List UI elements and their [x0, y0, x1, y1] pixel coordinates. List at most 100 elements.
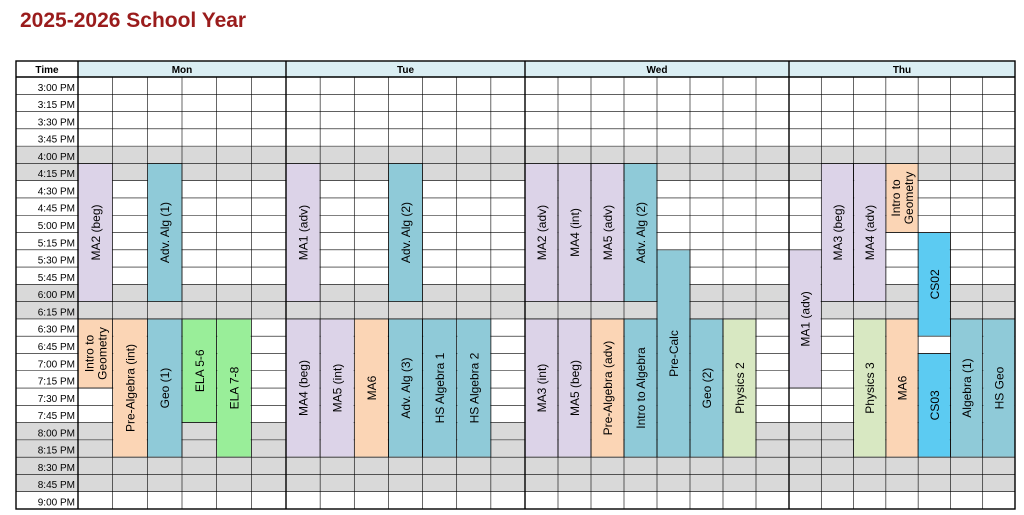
time-label: 4:45 PM — [38, 204, 75, 215]
class-block-cover — [789, 250, 821, 388]
class-label: Adv. Alg (2) — [634, 202, 648, 263]
class-block-cover — [78, 164, 113, 302]
class-label-text: Physics 3 — [863, 362, 877, 414]
class-label: Adv. Alg (2) — [399, 202, 413, 263]
class-label-text: MA4 (int) — [568, 208, 582, 257]
class-label-text: MA1 (adv) — [297, 205, 311, 260]
shaded-row — [16, 284, 1015, 302]
shaded-row — [16, 163, 1015, 181]
outer-border — [15, 60, 1016, 510]
class-label: MA5 (int) — [331, 364, 345, 413]
time-label: 3:00 PM — [38, 83, 75, 94]
class-label: Geo (1) — [158, 368, 172, 409]
class-block-border — [722, 318, 757, 458]
class-block-cover — [624, 319, 657, 457]
time-label: 7:15 PM — [38, 377, 75, 388]
class-label-text: MA3 (int) — [535, 364, 549, 413]
class-block-cover — [886, 319, 918, 457]
class-block-cover — [854, 319, 886, 457]
time-label: 5:15 PM — [38, 238, 75, 249]
class-label: ELA 7-8 — [228, 366, 242, 409]
shaded-row — [16, 146, 1015, 164]
class-block-border — [623, 318, 658, 458]
class-label-text: CS02 — [928, 269, 942, 299]
class-label: ELA 5-6 — [193, 349, 207, 392]
time-label: 8:15 PM — [38, 446, 75, 457]
class-label-text: MA5 (int) — [331, 364, 345, 413]
time-label: 6:00 PM — [38, 290, 75, 301]
time-label: 6:15 PM — [38, 307, 75, 318]
frame — [15, 60, 1016, 510]
class-label: MA3 (beg) — [831, 205, 845, 261]
class-block-cover — [886, 164, 918, 232]
class-label-text: MA3 (beg) — [831, 205, 845, 261]
class-label-text: MA1 (adv) — [799, 291, 813, 346]
class-label-text: MA4 (adv) — [863, 205, 877, 260]
class-block-cover — [525, 319, 558, 457]
time-label: 3:45 PM — [38, 135, 75, 146]
class-label-text: CS03 — [928, 390, 942, 420]
class-label-text: Pre-Algebra (int) — [124, 344, 138, 432]
class-label: Pre-Algebra (adv) — [601, 341, 615, 436]
time-label: 4:15 PM — [38, 169, 75, 180]
class-label: Intro to Algebra — [634, 347, 648, 429]
time-label: 7:45 PM — [38, 411, 75, 422]
class-block-cover — [354, 319, 388, 457]
class-block-border — [623, 163, 658, 302]
class-block-cover — [951, 319, 983, 457]
class-block-cover — [78, 319, 113, 388]
time-label: 7:00 PM — [38, 359, 75, 370]
class-label: MA5 (adv) — [601, 205, 615, 260]
time-label: 5:45 PM — [38, 273, 75, 284]
class-label-text: Adv. Alg (2) — [634, 202, 648, 263]
class-block-cover — [854, 164, 886, 302]
time-label: 6:45 PM — [38, 342, 75, 353]
class-block-cover — [320, 319, 354, 457]
class-block-cover — [525, 164, 558, 302]
class-label: Algebra (1) — [960, 358, 974, 417]
class-label-text: HS Algebra 1 — [433, 352, 447, 423]
class-label-text: Pre-Calc — [667, 330, 681, 377]
time-header: Time — [35, 65, 59, 76]
class-label: Pre-Algebra (int) — [124, 344, 138, 432]
class-label-text: Geometry — [902, 172, 916, 225]
time-label: 5:30 PM — [38, 256, 75, 267]
class-block-cover — [657, 250, 690, 457]
shaded-row — [16, 422, 1015, 440]
shaded-row — [16, 439, 1015, 458]
day-header-mon: Mon — [172, 65, 193, 76]
class-label-text: MA5 (beg) — [568, 360, 582, 416]
class-label: Intro to Geometry — [889, 172, 916, 225]
time-label: 8:30 PM — [38, 463, 75, 474]
class-label-text: Intro to — [82, 334, 96, 372]
class-block-cover — [286, 319, 320, 457]
class-block-cover — [286, 164, 320, 302]
time-label: 8:00 PM — [38, 428, 75, 439]
class-label-text: Intro to — [889, 179, 903, 217]
time-label: 3:30 PM — [38, 117, 75, 128]
time-label: 4:30 PM — [38, 186, 75, 197]
class-block-cover — [113, 319, 147, 457]
shaded-row — [16, 457, 1015, 475]
class-label-text: Geometry — [95, 327, 109, 380]
time-label: 6:30 PM — [38, 325, 75, 336]
class-block-cover — [624, 164, 657, 302]
class-block-cover — [423, 319, 457, 457]
class-label-text: MA4 (beg) — [297, 360, 311, 416]
class-block-cover — [558, 164, 591, 302]
class-block-cover — [983, 319, 1015, 457]
class-label: MA4 (adv) — [863, 205, 877, 260]
class-block-cover — [147, 164, 182, 302]
class-block-border — [917, 232, 951, 337]
class-label-text: ELA 5-6 — [193, 349, 207, 392]
class-label-text: Physics 2 — [733, 362, 747, 414]
class-label-text: MA5 (adv) — [601, 205, 615, 260]
class-label-text: HS Geo — [992, 366, 1006, 409]
class-block-cover — [389, 319, 422, 457]
class-label: CS03 — [928, 390, 942, 420]
class-block-cover — [147, 319, 182, 457]
time-label: 9:00 PM — [38, 498, 75, 509]
class-label-text: ELA 7-8 — [228, 366, 242, 409]
class-label-text: MA6 — [896, 375, 910, 400]
